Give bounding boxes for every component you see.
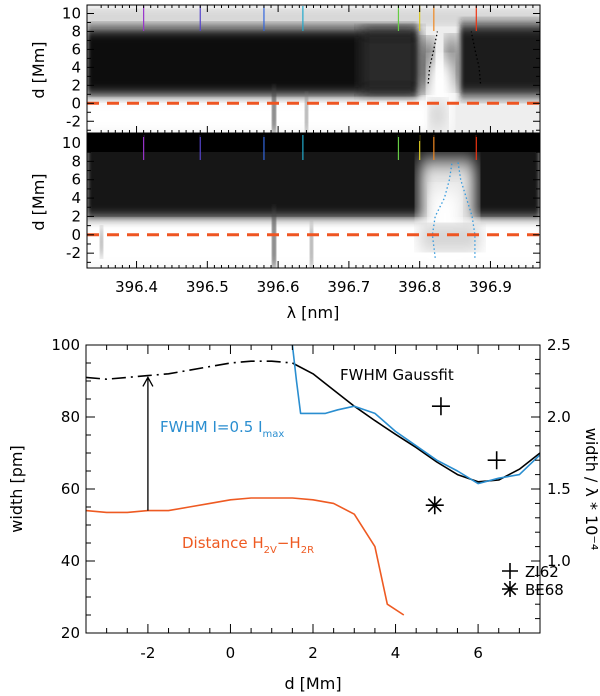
- middle-heatmap-image: [87, 134, 540, 268]
- bottom-y2label: width / λ * 10⁻⁴: [582, 428, 600, 551]
- annotation-distance-sub1: 2V: [264, 545, 277, 556]
- bottom-y2tick-label-3: 2.5: [547, 336, 571, 354]
- mid-ytick-label-6: 10: [62, 134, 81, 152]
- top-heatmap-image: [87, 5, 550, 135]
- mid-ytick-label-3: 4: [71, 189, 81, 207]
- bottom-xtick-label-0: -2: [140, 644, 155, 662]
- annotation-fwhm-half: FWHM I=0.5 Imax: [160, 418, 284, 440]
- bottom-frame: [86, 345, 540, 633]
- data-point-zi62-1: [488, 451, 506, 469]
- annotation-fwhm-main: FWHM I=0.5 I: [160, 418, 263, 436]
- data-point-be68-0: [426, 496, 444, 514]
- middle-ylabel: d [Mm]: [29, 173, 48, 230]
- bottom-xtick-label-2: 2: [308, 644, 318, 662]
- bottom-xtick-label-3: 4: [391, 644, 401, 662]
- top-ytick-label-3: 4: [71, 58, 81, 76]
- bottom-ytick-label-1: 40: [61, 552, 80, 570]
- legend-marker-zi62: [502, 563, 518, 579]
- mid-ytick-label-5: 8: [71, 152, 81, 170]
- annotation-gaussfit: FWHM Gaussfit: [340, 366, 454, 384]
- middle-xtick-label-0: 396.4: [115, 278, 158, 296]
- middle-xtick-label-4: 396.8: [398, 278, 441, 296]
- data-point-zi62-0: [432, 397, 450, 415]
- legend-marker-be68: [502, 581, 518, 597]
- top-ytick-label-6: 10: [62, 5, 81, 23]
- top-ytick-label-0: -2: [66, 112, 81, 130]
- bottom-y2label-text: width / λ * 10⁻⁴: [582, 428, 600, 551]
- legend-label-zi62: ZI62: [525, 563, 559, 581]
- bottom-y2tick-label-2: 2.0: [547, 408, 571, 426]
- middle-xlabel: λ [nm]: [287, 303, 340, 322]
- bottom-xtick-label-4: 6: [473, 644, 483, 662]
- top-ytick-label-2: 2: [71, 76, 81, 94]
- bottom-ytick-label-0: 20: [61, 624, 80, 642]
- top-ytick-label-1: 0: [71, 94, 81, 112]
- bottom-xlabel: d [Mm]: [284, 674, 341, 693]
- mid-ytick-label-2: 2: [71, 207, 81, 225]
- bottom-ylabel: width [pm]: [7, 445, 26, 532]
- top-ytick-label-4: 6: [71, 40, 81, 58]
- series-line-3: [86, 498, 404, 615]
- figure-canvas: -20246810 d [Mm] -20246810 396.4 396.5 396…: [0, 0, 600, 696]
- annotation-distance-dash: −H: [277, 534, 301, 552]
- mid-ytick-label-1: 0: [71, 226, 81, 244]
- mid-ytick-label-0: -2: [66, 244, 81, 262]
- top-ytick-label-5: 8: [71, 22, 81, 40]
- middle-xtick-label-3: 396.7: [327, 278, 370, 296]
- annotation-distance-main: Distance H: [182, 534, 264, 552]
- bottom-y2tick-label-1: 1.5: [547, 480, 571, 498]
- legend-label-be68: BE68: [525, 581, 564, 599]
- top-ylabel: d [Mm]: [29, 41, 48, 98]
- annotation-fwhm-sub: max: [263, 429, 285, 440]
- mid-ytick-label-4: 6: [71, 171, 81, 189]
- annotation-distance: Distance H2V−H2R: [182, 534, 314, 556]
- middle-xtick-label-2: 396.6: [257, 278, 300, 296]
- bottom-xtick-label-1: 0: [226, 644, 236, 662]
- bottom-ytick-label-3: 80: [61, 408, 80, 426]
- series-line-0: [86, 361, 292, 379]
- middle-xtick-label-1: 396.5: [186, 278, 229, 296]
- annotation-distance-sub2: 2R: [301, 545, 314, 556]
- bottom-ytick-label-4: 100: [51, 336, 80, 354]
- middle-xtick-label-5: 396.9: [469, 278, 512, 296]
- bottom-ytick-label-2: 60: [61, 480, 80, 498]
